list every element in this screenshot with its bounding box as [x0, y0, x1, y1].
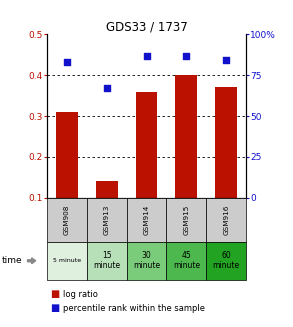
- Text: GSM913: GSM913: [104, 205, 110, 235]
- Bar: [176, 75, 197, 198]
- Bar: [96, 181, 117, 198]
- Point: [144, 53, 149, 58]
- Text: 5 minute: 5 minute: [53, 258, 81, 263]
- Text: time: time: [1, 256, 22, 265]
- Point: [64, 60, 69, 65]
- Text: GSM916: GSM916: [223, 205, 229, 235]
- Text: ■: ■: [50, 289, 59, 299]
- Text: GSM915: GSM915: [183, 205, 189, 235]
- Text: percentile rank within the sample: percentile rank within the sample: [63, 304, 205, 313]
- Text: GSM914: GSM914: [144, 205, 149, 235]
- Text: log ratio: log ratio: [63, 290, 98, 299]
- Point: [104, 86, 109, 91]
- Text: 60
minute: 60 minute: [213, 251, 240, 270]
- Title: GDS33 / 1737: GDS33 / 1737: [105, 20, 188, 33]
- Bar: [56, 112, 78, 198]
- Text: ■: ■: [50, 303, 59, 313]
- Point: [224, 58, 229, 63]
- Bar: [136, 92, 157, 198]
- Text: 30
minute: 30 minute: [133, 251, 160, 270]
- Bar: [215, 87, 237, 198]
- Text: 45
minute: 45 minute: [173, 251, 200, 270]
- Text: GSM908: GSM908: [64, 205, 70, 235]
- Text: 15
minute: 15 minute: [93, 251, 120, 270]
- Point: [184, 53, 189, 58]
